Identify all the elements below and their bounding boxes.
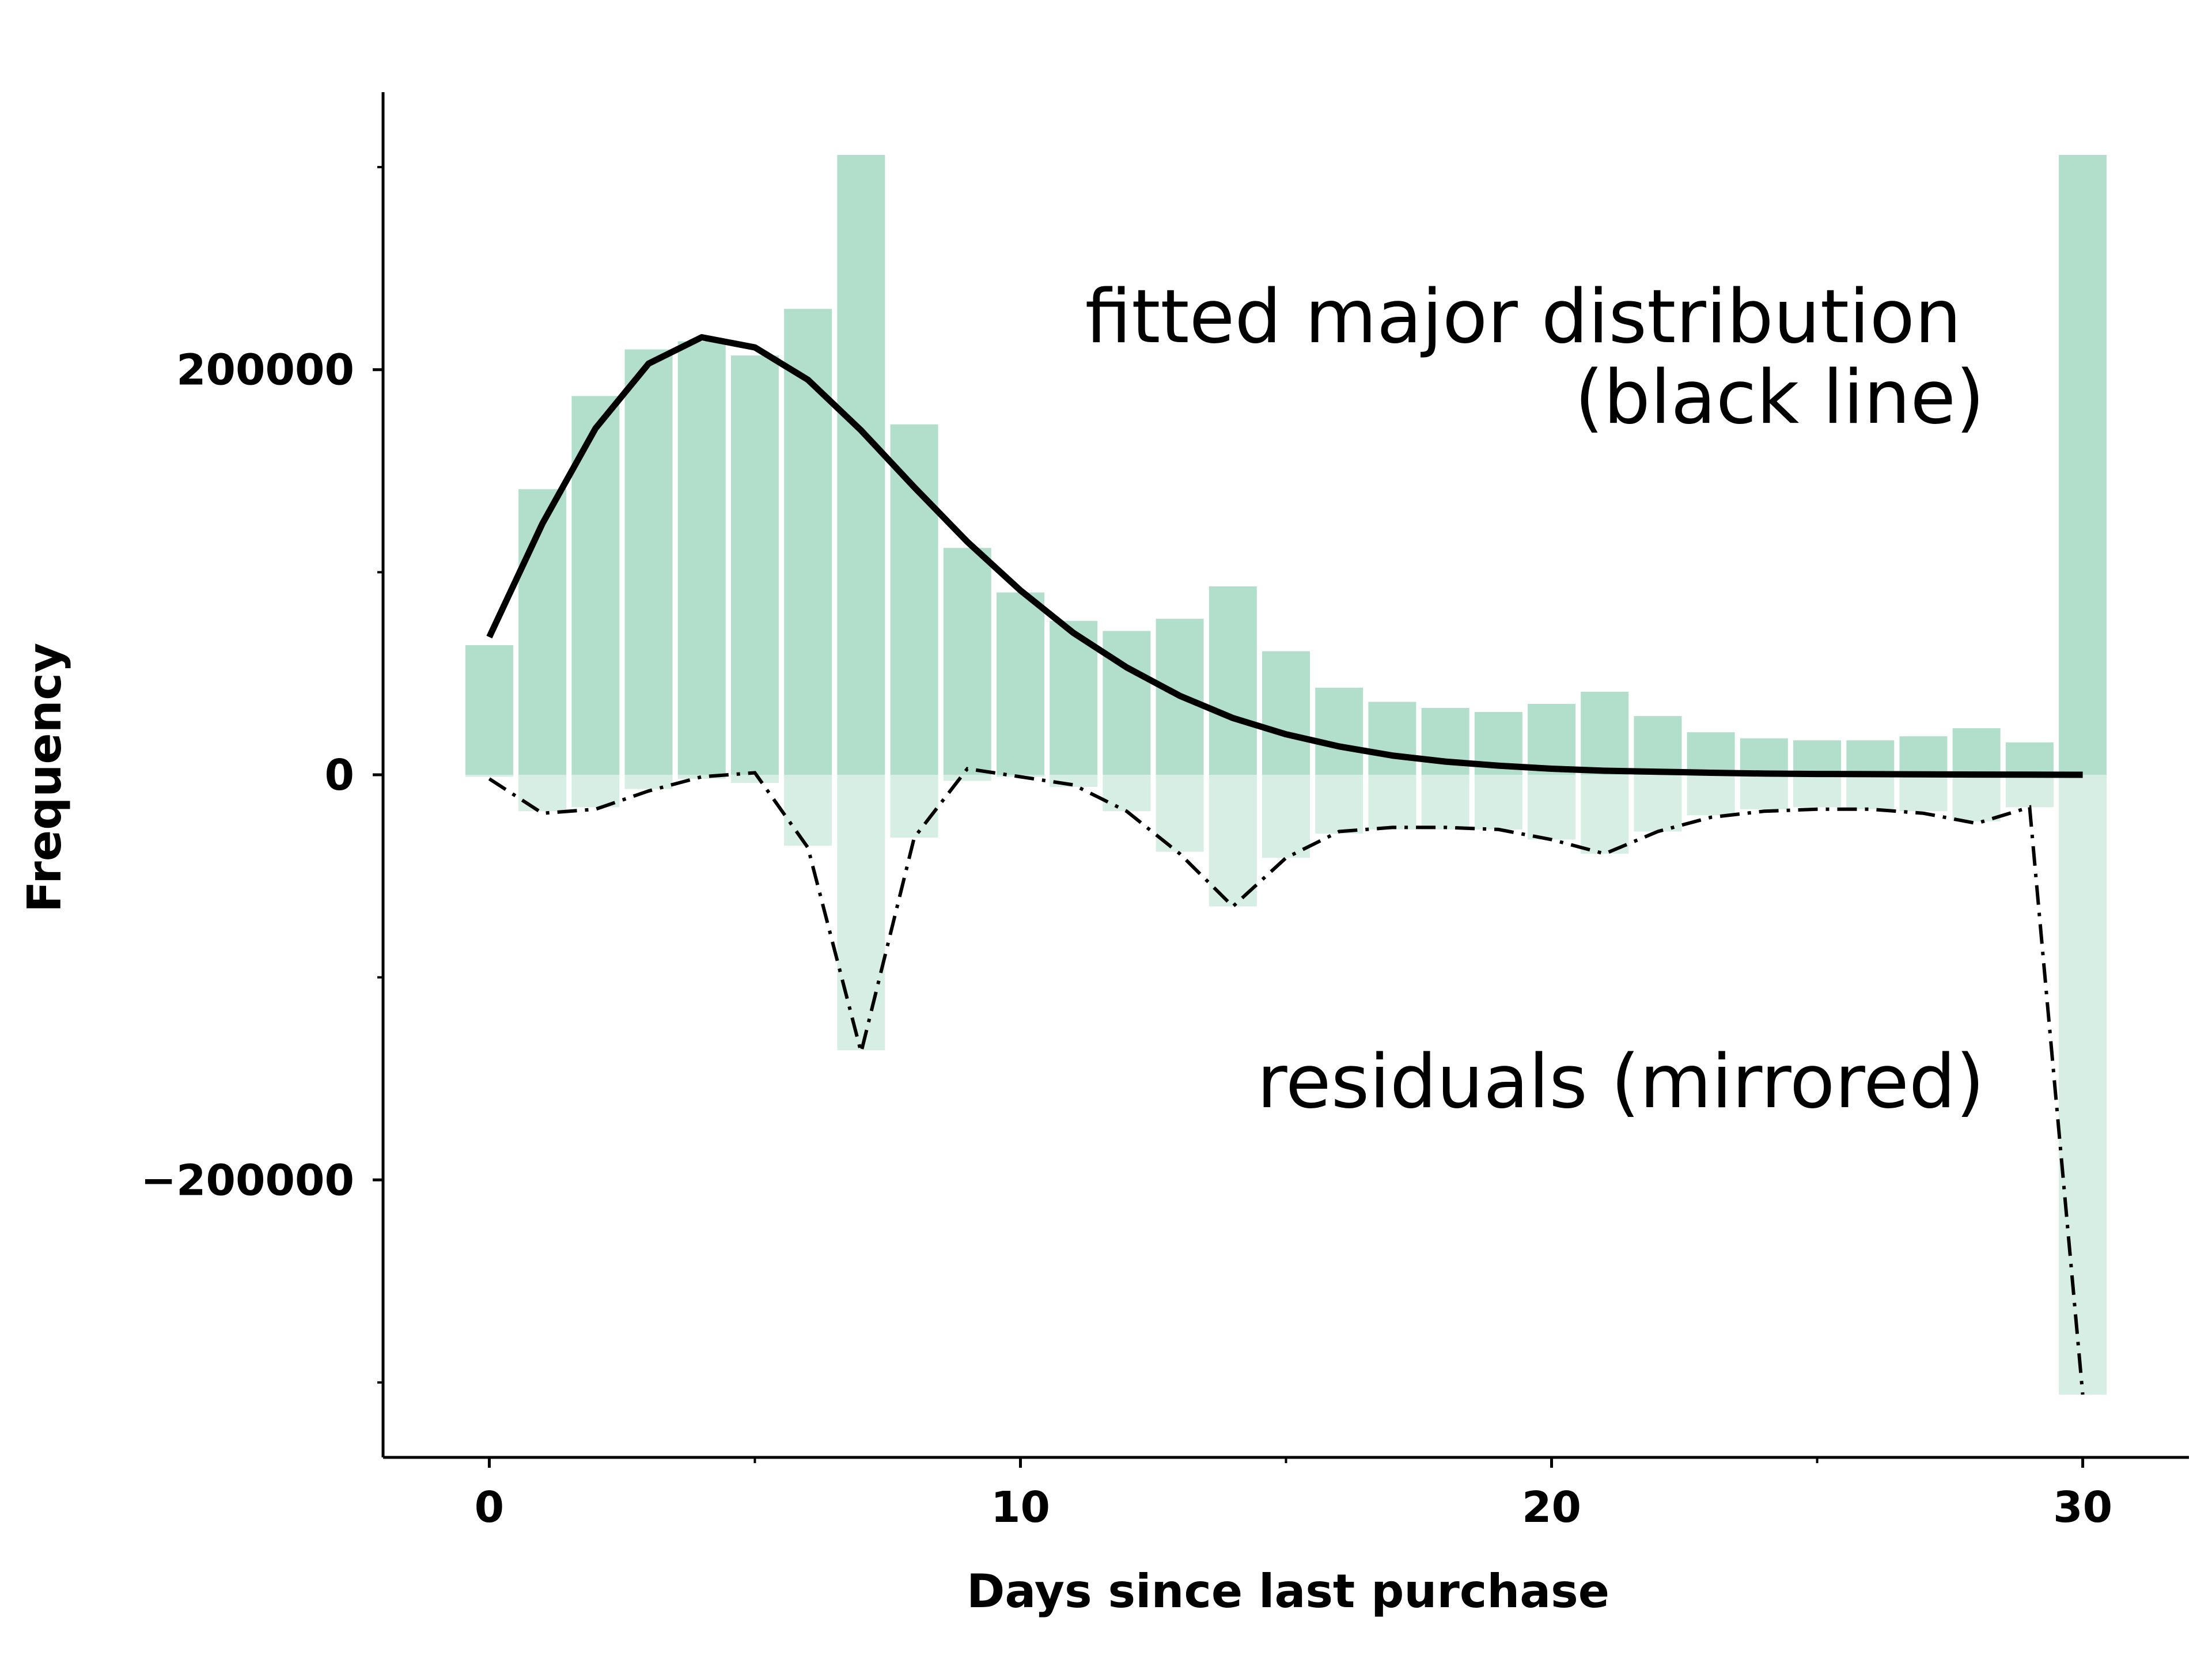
histogram-bar-29 [2005, 742, 2054, 775]
residual-bar-2 [571, 775, 620, 808]
residual-bar-24 [1740, 775, 1788, 809]
y-axis-title: Frequency [18, 643, 71, 912]
residual-bar-8 [890, 775, 938, 838]
x-tick-label-10: 10 [991, 1483, 1050, 1532]
histogram-bar-16 [1315, 687, 1363, 775]
histogram-bar-3 [624, 349, 673, 775]
residual-bar-27 [1899, 775, 1948, 812]
histogram-bar-15 [1262, 651, 1310, 775]
residual-bar-12 [1103, 775, 1151, 812]
x-axis-title: Days since last purchase [967, 1565, 1609, 1618]
residual-bar-26 [1846, 775, 1895, 809]
y-tick-label-200000: 200000 [176, 346, 354, 395]
histogram-bars [465, 155, 2107, 775]
residual-bar-20 [1528, 775, 1576, 840]
residual-line [488, 767, 2085, 1395]
histogram-bar-27 [1899, 736, 1948, 775]
histogram-bar-5 [730, 355, 779, 775]
annotation-residuals: residuals (mirrored) [1257, 1039, 1984, 1125]
histogram-bar-28 [1952, 728, 2001, 775]
ticks: 0 10 20 30 −200000 0 200000 [141, 166, 2112, 1532]
histogram-bar-7 [837, 155, 885, 775]
histogram-bar-30 [2059, 155, 2107, 775]
annotation-fit-line-1: fitted major distribution [1085, 274, 1961, 360]
residual-bar-22 [1634, 775, 1682, 832]
histogram-bar-10 [996, 592, 1044, 775]
residual-bar-3 [624, 775, 673, 789]
residual-bar-16 [1315, 775, 1363, 834]
residual-bar-28 [1952, 775, 2001, 821]
residual-bar-30 [2059, 775, 2107, 1395]
residual-bar-0 [465, 775, 513, 777]
residual-bar-18 [1421, 775, 1469, 830]
histogram-bar-14 [1209, 586, 1257, 775]
histogram-bar-1 [518, 489, 567, 775]
histogram-bar-20 [1528, 703, 1576, 775]
x-tick-label-20: 20 [1522, 1483, 1581, 1532]
histogram-bar-8 [890, 424, 938, 775]
histogram-bar-6 [784, 309, 832, 775]
residual-bar-29 [2005, 775, 2054, 808]
residual-bar-21 [1581, 775, 1629, 854]
histogram-bar-17 [1368, 702, 1416, 775]
x-tick-label-0: 0 [475, 1483, 505, 1532]
histogram-bar-24 [1740, 738, 1788, 775]
residual-bar-4 [677, 775, 726, 779]
residual-bar-23 [1687, 775, 1735, 816]
histogram-bar-26 [1846, 740, 1895, 775]
residual-bar-7 [837, 775, 885, 1051]
residual-bar-14 [1209, 775, 1257, 907]
residual-bar-1 [518, 775, 567, 812]
histogram-bar-25 [1793, 740, 1842, 775]
residual-bar-9 [943, 775, 991, 781]
residual-bar-6 [784, 775, 832, 846]
residual-bars [465, 775, 2107, 1395]
histogram-bar-12 [1103, 631, 1151, 775]
residual-bar-19 [1474, 775, 1522, 830]
y-tick-label-0: 0 [325, 751, 355, 800]
x-tick-label-30: 30 [2053, 1483, 2112, 1532]
residual-bar-5 [730, 775, 779, 783]
histogram-bar-23 [1687, 732, 1735, 775]
annotation-fit-line-2: (black line) [1575, 355, 1984, 441]
histogram-bar-4 [677, 341, 726, 775]
y-tick-label--200000: −200000 [141, 1156, 354, 1205]
histogram-bar-21 [1581, 691, 1629, 775]
fit-line [486, 334, 2083, 778]
histogram-bar-22 [1634, 716, 1682, 775]
histogram-bar-9 [943, 548, 991, 775]
histogram-bar-0 [465, 645, 513, 775]
residual-bar-15 [1262, 775, 1310, 858]
residual-bar-17 [1368, 775, 1416, 830]
residual-bar-25 [1793, 775, 1842, 808]
